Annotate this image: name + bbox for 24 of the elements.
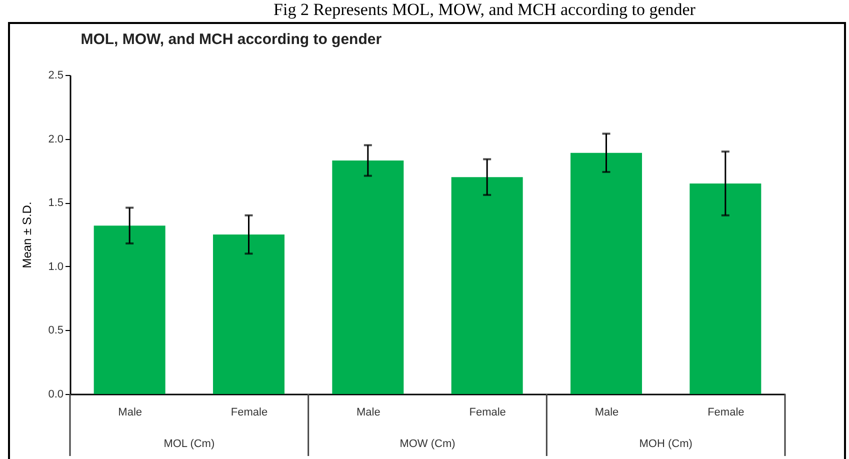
- y-axis-title: Mean ± S.D.: [20, 202, 34, 268]
- y-tick-label: 1.5: [48, 197, 64, 210]
- x-tick-label: Female: [469, 406, 506, 418]
- y-tick-label: 1.0: [48, 260, 64, 273]
- bar: [213, 234, 284, 394]
- text: MOL (Cm): [164, 438, 215, 450]
- x-tick-label: Female: [230, 406, 268, 418]
- chart-title: MOL, MOW, and MCH according to gender: [80, 31, 382, 48]
- x-tick-label: Male: [118, 406, 142, 418]
- caption: Fig 2 Represents MOL, MOW, and MCH according to gender: [272, 0, 696, 20]
- text: MOH (Cm): [639, 438, 692, 450]
- text: MOW (Cm): [400, 438, 456, 450]
- x-tick-label: Male: [594, 406, 619, 418]
- y-tick-label: 0.0: [48, 388, 64, 400]
- bar: [94, 226, 166, 394]
- y-tick-label: 2.5: [48, 70, 64, 82]
- bar: [451, 177, 523, 394]
- y-tick-label: 0.5: [48, 324, 64, 337]
- x-tick-label: Male: [356, 406, 380, 418]
- x-tick-label: Female: [708, 406, 744, 418]
- bar: [690, 183, 762, 394]
- y-tick-label: 2.0: [48, 133, 64, 146]
- bar: [332, 160, 404, 394]
- bar: [570, 152, 642, 394]
